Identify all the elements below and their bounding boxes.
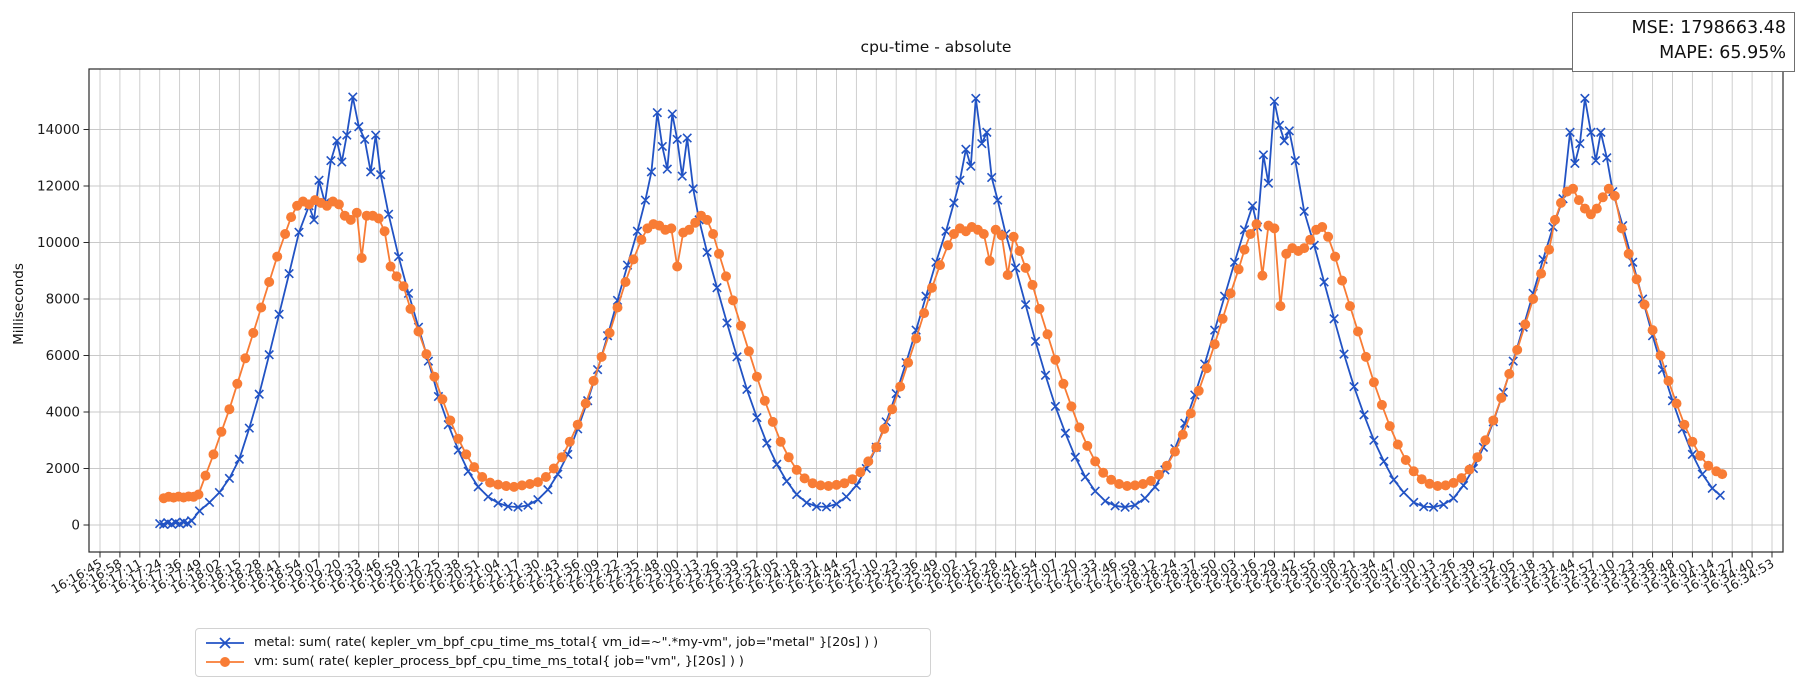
y-tick-label: 10000 [37,235,80,251]
y-tick-label: 14000 [37,122,80,138]
legend: metal: sum( rate( kepler_vm_bpf_cpu_time… [195,628,931,677]
stats-box: MSE: 1798663.48 MAPE: 65.95% [1572,12,1795,72]
mse-value: MSE: 1798663.48 [1631,18,1787,38]
y-tick-label: 4000 [46,405,80,421]
metal-legend-marker-icon [206,636,244,649]
legend-label-metal: metal: sum( rate( kepler_vm_bpf_cpu_time… [254,635,879,650]
series-markers-vm [158,183,1728,504]
y-axis-label: Milliseconds [11,263,27,345]
chart-title: cpu-time - absolute [860,38,1012,56]
series-line-metal [159,96,1721,526]
legend-item-metal: metal: sum( rate( kepler_vm_bpf_cpu_time… [204,633,920,652]
y-tick-label: 8000 [46,292,80,308]
y-tick-label: 2000 [46,461,80,477]
y-tick-label: 6000 [46,348,80,364]
vm-legend-marker-icon [206,656,244,667]
y-tick-label: 0 [71,518,80,534]
mape-value: MAPE: 65.95% [1659,43,1786,64]
legend-label-vm: vm: sum( rate( kepler_process_bpf_cpu_ti… [254,654,744,669]
series-markers-metal [154,92,1725,530]
legend-item-vm: vm: sum( rate( kepler_process_bpf_cpu_ti… [204,652,920,671]
y-tick-label: 12000 [37,179,80,195]
